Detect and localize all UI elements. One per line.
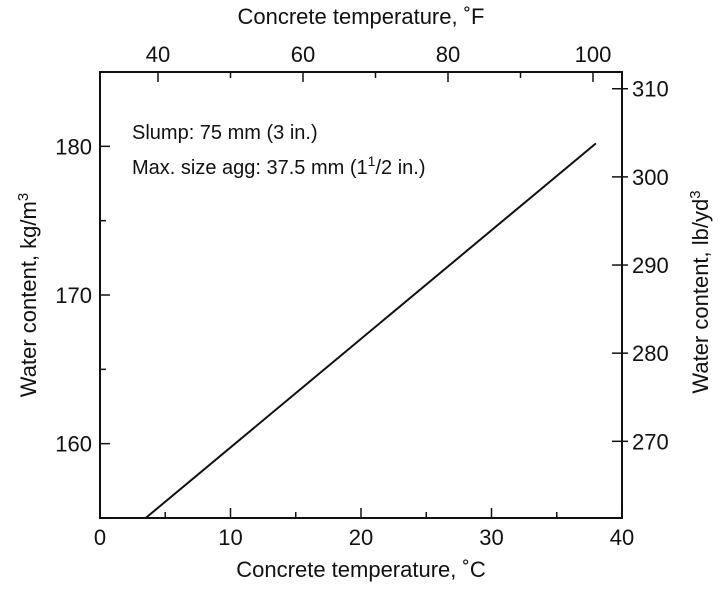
y-right-tick-label: 280 (632, 341, 669, 366)
x-bottom-tick-label: 40 (610, 525, 634, 550)
x-top-tick-label: 60 (291, 42, 315, 67)
x-bottom-tick-label: 10 (218, 525, 242, 550)
y-left-tick-label: 160 (55, 432, 92, 457)
y-left-axis-title-main: Water content, kg/m (16, 201, 41, 397)
y-left-tick-label: 180 (55, 134, 92, 159)
y-right-tick-label: 300 (632, 165, 669, 190)
x-bottom-tick-label: 0 (94, 525, 106, 550)
y-left-axis-title: Water content, kg/m3 (15, 193, 41, 397)
x-top-tick-label: 100 (575, 42, 612, 67)
x-bottom-axis-title: Concrete temperature, ˚C (236, 557, 486, 582)
x-bottom-tick-label: 20 (349, 525, 373, 550)
x-bottom-tick-label: 30 (479, 525, 503, 550)
series-line (145, 142, 597, 519)
x-top-axis-title: Concrete temperature, ˚F (238, 4, 485, 29)
y-left-tick-label: 170 (55, 283, 92, 308)
ticks-layer: 0 10 20 30 40 40 60 80 100 160 170 180 270 280 290 300 3… (55, 42, 668, 550)
x-top-tick-label: 80 (436, 42, 460, 67)
annotation-slump: Slump: 75 mm (3 in.) (132, 122, 318, 144)
annotation-max-size-prefix: Max. size agg: 37.5 mm (1 (132, 157, 368, 179)
y-right-axis-title-sup: 3 (687, 190, 704, 198)
annotation-max-size-agg: Max. size agg: 37.5 mm (11/2 in.) (132, 153, 425, 179)
y-right-tick-label: 290 (632, 253, 669, 278)
x-top-tick-label: 40 (146, 42, 170, 67)
series-layer (145, 142, 597, 519)
y-right-axis-title-main: Water content, lb/yd (688, 199, 713, 394)
y-right-tick-label: 310 (632, 77, 669, 102)
y-right-axis-title: Water content, lb/yd3 (687, 190, 713, 393)
annotation-max-size-suffix: /2 in.) (375, 157, 425, 179)
y-right-tick-label: 270 (632, 429, 669, 454)
y-left-axis-title-sup: 3 (15, 193, 32, 201)
annotation-max-size-sup: 1 (368, 153, 376, 169)
